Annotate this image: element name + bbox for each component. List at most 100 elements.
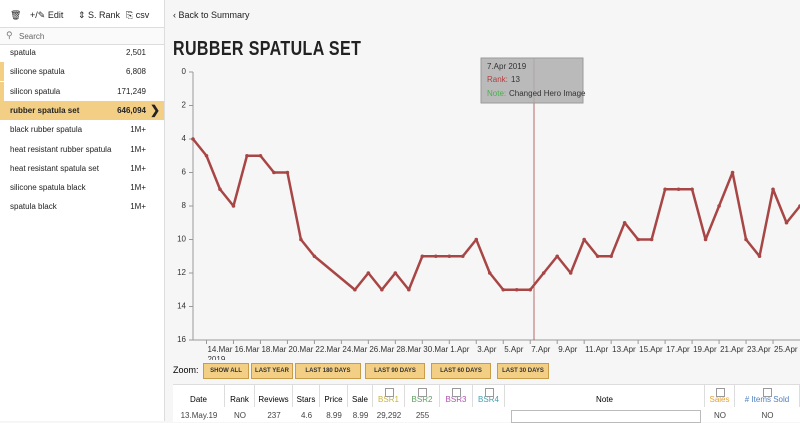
checkbox[interactable] <box>384 388 394 397</box>
keyword-rank: 171,249 <box>117 86 146 96</box>
point <box>717 204 721 208</box>
point <box>218 187 222 192</box>
keyword-row[interactable]: spatula black 1M+ <box>0 197 164 216</box>
chart-title: RUBBER SPATULA SET <box>173 38 362 60</box>
zoom-button[interactable]: SHOW ALL <box>203 363 249 379</box>
checkbox[interactable] <box>452 388 461 397</box>
delete-icon[interactable]: 🗑 <box>10 10 22 20</box>
point <box>299 237 303 242</box>
tooltip-rank: 13 <box>511 75 520 84</box>
table-cell: 255 <box>415 411 430 420</box>
column-header-text: Price <box>324 395 343 404</box>
x-tick-label: 18.Mar <box>261 345 286 354</box>
column-header-text: BSR4 <box>478 395 499 404</box>
point <box>245 153 249 158</box>
x-tick-label: 30.Mar <box>423 345 448 354</box>
keyword-rank: 2,501 <box>125 48 146 57</box>
keyword-row[interactable]: spatula 2,501 <box>0 43 164 62</box>
zoom-button[interactable]: LAST 30 DAYS <box>497 363 549 379</box>
point <box>541 271 546 275</box>
point <box>434 254 438 259</box>
keyword-row[interactable]: silicone spatula black 1M+ <box>0 178 164 197</box>
zoom-button[interactable]: LAST 60 DAYS <box>431 363 491 379</box>
x-tick-label: 19.Apr <box>693 345 717 354</box>
column-header: BSR1 <box>373 385 405 407</box>
point <box>690 187 694 192</box>
point <box>312 254 317 259</box>
point <box>258 153 263 158</box>
point <box>595 254 600 259</box>
keyword-row[interactable]: heat resistant rubber spatula 1M+ <box>0 140 164 159</box>
checkbox[interactable] <box>418 388 427 397</box>
point <box>771 187 775 192</box>
search-placeholder: Search <box>19 32 45 41</box>
keyword-row[interactable]: heat resistant spatula set 1M+ <box>0 159 164 178</box>
point <box>460 254 465 259</box>
column-header-text: # Items Sold <box>744 395 790 404</box>
x-tick-label: 21.Apr <box>720 345 744 354</box>
search-box[interactable]: ⚲ Search <box>0 27 164 45</box>
checkbox[interactable] <box>763 388 772 397</box>
point <box>366 271 371 275</box>
rank-sort-button[interactable]: ⇕ S. Rank <box>78 10 121 20</box>
keyword-name: silicone spatula black <box>10 183 86 193</box>
point <box>663 187 667 192</box>
y-tick-label: 8 <box>182 201 187 210</box>
keyword-name: silicon spatula <box>10 86 61 96</box>
keyword-name: rubber spatula set <box>10 105 80 115</box>
table-cell: 237 <box>267 411 281 420</box>
point <box>555 254 559 259</box>
line <box>192 138 800 291</box>
back-text: Back to Summary <box>178 10 250 20</box>
edit-button[interactable]: +/✎ Edit <box>30 10 64 20</box>
main: ‹ Back to Summary RUBBER SPATULA SET Zoo… <box>165 0 800 423</box>
x-tick-label: 22.Mar <box>315 345 340 354</box>
rank-sort-text: S. Rank <box>88 10 121 20</box>
x-tick-label: 13.Apr <box>612 345 636 354</box>
column-header-text: BSR3 <box>445 395 467 404</box>
table-cell: NO <box>761 411 774 420</box>
note-input[interactable] <box>511 410 701 423</box>
point <box>353 287 357 292</box>
y-tick-label: 12 <box>177 268 186 277</box>
keyword-name: silicone spatula <box>10 67 65 77</box>
point <box>676 187 681 192</box>
keyword-row[interactable]: rubber spatula set 646,094 ❯ <box>0 100 164 120</box>
column-header: Rank <box>225 385 255 407</box>
checkbox[interactable] <box>484 388 494 397</box>
x-tick-label: 5.Apr <box>504 345 523 354</box>
table-cell: NO <box>714 411 726 420</box>
point <box>474 237 479 242</box>
column-header: BSR4 <box>473 385 505 407</box>
point <box>784 220 789 225</box>
zoom-button[interactable]: LAST 90 DAYS <box>365 363 425 379</box>
csv-button[interactable]: ⎘ csv <box>126 10 150 20</box>
point <box>649 237 654 242</box>
keyword-row[interactable]: silicone spatula 6,808 <box>0 62 164 82</box>
table-cell: NO <box>234 411 246 420</box>
back-link[interactable]: ‹ Back to Summary <box>173 10 250 20</box>
x-tick-label: 26.Mar <box>369 345 394 354</box>
keyword-row[interactable]: silicon spatula 171,249 <box>0 81 164 101</box>
point <box>231 204 236 208</box>
chart: 0 2 4 6 8 10 12 14 16 14.Mar 16.Mar 18.Mar 20.Mar 22.… <box>177 57 800 360</box>
point <box>703 237 708 242</box>
y-tick-label: 0 <box>182 67 187 76</box>
checkbox[interactable] <box>715 388 725 397</box>
keyword-row[interactable]: black rubber spatula 1M+ <box>0 120 164 139</box>
x-tick-label: 14.Mar <box>207 345 232 354</box>
point <box>285 170 290 175</box>
csv-text: csv <box>135 10 150 20</box>
zoom-button[interactable]: LAST 180 DAYS <box>295 363 361 379</box>
point <box>730 170 735 175</box>
column-header: Date <box>173 385 225 407</box>
tooltip-note: Changed Hero Image <box>509 89 586 98</box>
table-cell: 4.6 <box>300 411 313 420</box>
column-header-text: Stars <box>296 395 316 404</box>
zoom-button[interactable]: LAST YEAR <box>251 363 293 379</box>
table-cell: 8.99 <box>326 411 342 420</box>
tooltip-rank-label: Rank: <box>487 75 508 84</box>
keyword-name: heat resistant spatula set <box>10 163 99 173</box>
y-tick-label: 14 <box>177 302 186 311</box>
